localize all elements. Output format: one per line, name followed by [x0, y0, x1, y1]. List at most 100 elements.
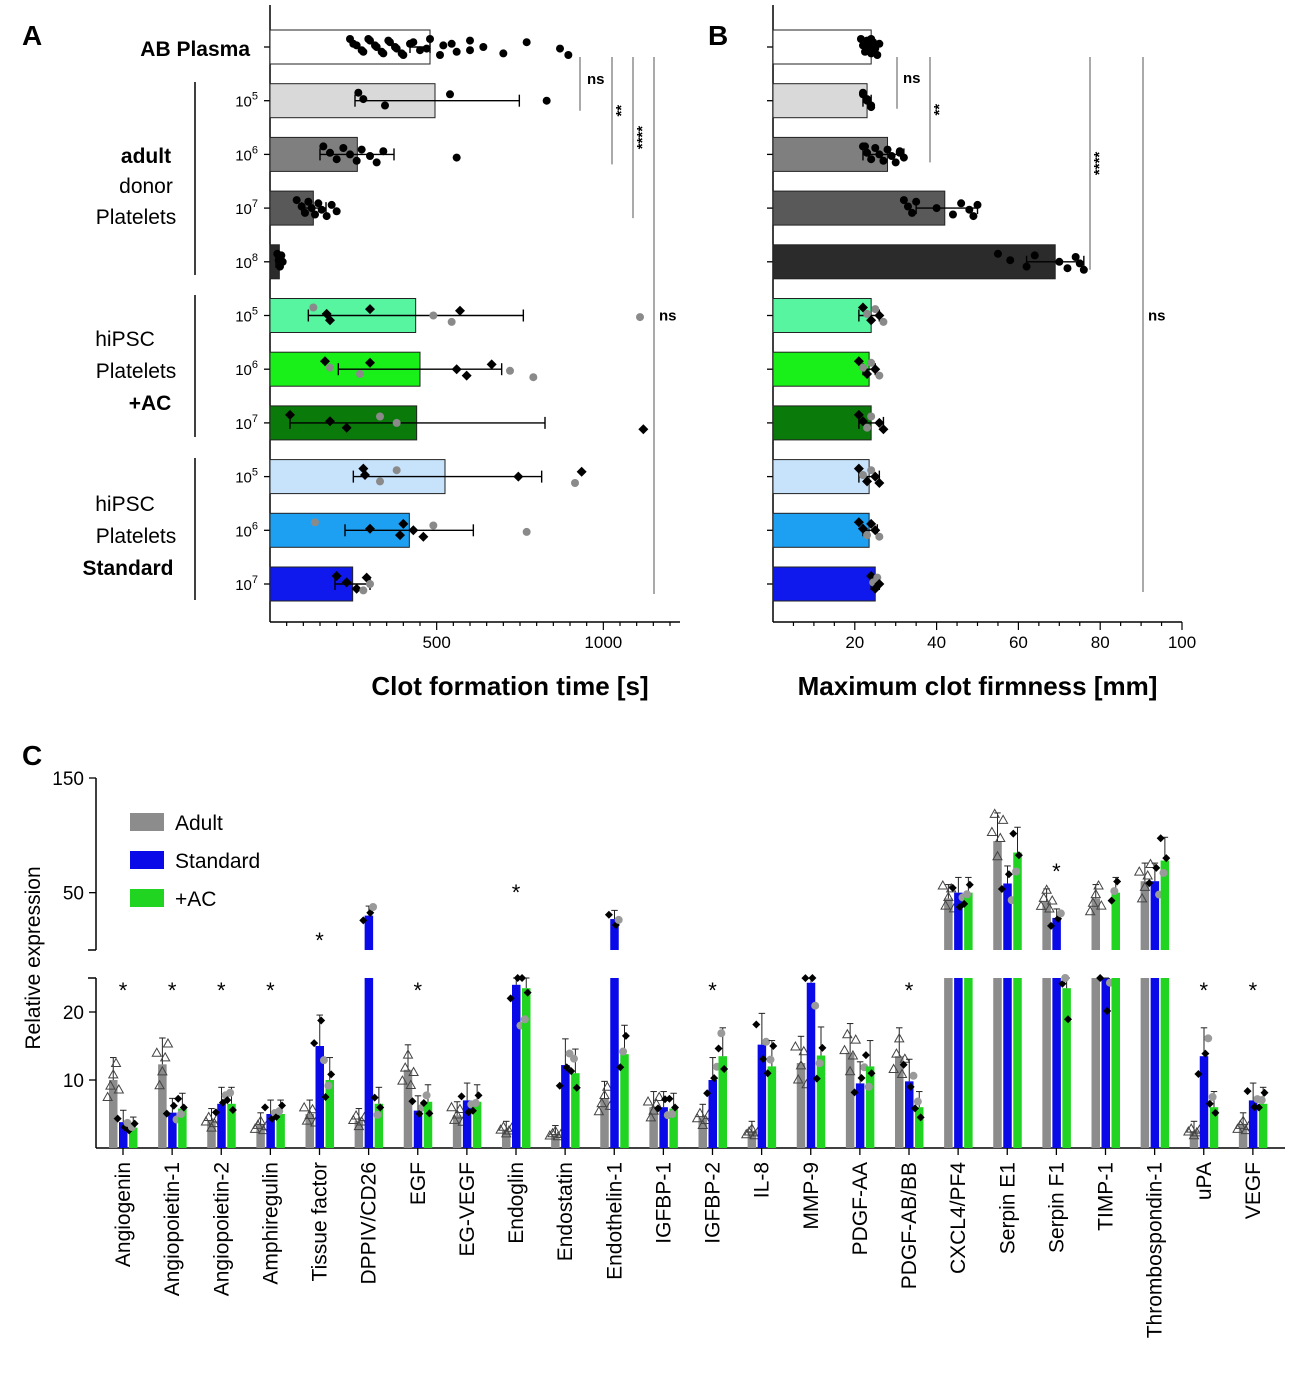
data-point	[278, 1101, 287, 1110]
bar	[1013, 852, 1022, 950]
data-point	[899, 1060, 908, 1069]
data-point	[697, 1119, 709, 1130]
data-point	[466, 46, 474, 55]
data-point	[909, 1071, 918, 1080]
data-point	[346, 150, 354, 159]
data-point	[759, 1054, 768, 1063]
data-point	[376, 1103, 385, 1112]
data-point	[619, 1047, 628, 1056]
data-point	[384, 36, 393, 45]
panel-label-b: B	[708, 20, 728, 51]
bar	[227, 1103, 236, 1148]
significance-star: *	[119, 978, 128, 1003]
bar	[806, 982, 816, 1148]
data-point	[746, 1123, 758, 1133]
data-point	[110, 1057, 122, 1067]
data-point	[960, 899, 969, 908]
data-point	[798, 1045, 810, 1056]
data-point	[351, 583, 362, 594]
bar	[1248, 1100, 1258, 1148]
data-point	[398, 518, 409, 529]
data-point	[408, 525, 419, 536]
y-tick-label: 107	[235, 198, 258, 218]
data-point	[419, 1099, 428, 1108]
bar	[266, 1114, 275, 1148]
data-point	[710, 1074, 719, 1083]
data-point	[341, 577, 352, 588]
bar	[649, 1107, 658, 1148]
data-point	[973, 200, 982, 209]
bar	[954, 978, 963, 1148]
significance-star: *	[315, 928, 324, 953]
data-point	[408, 1066, 419, 1076]
bar	[1150, 881, 1160, 950]
bar	[610, 919, 619, 950]
data-point	[275, 1107, 284, 1116]
data-point	[326, 148, 334, 157]
data-point	[371, 41, 379, 50]
data-point	[506, 994, 515, 1003]
data-point	[102, 1091, 114, 1101]
data-point	[339, 144, 348, 152]
data-point	[653, 1091, 665, 1101]
data-point	[179, 1103, 188, 1112]
data-point	[1103, 1007, 1112, 1016]
data-point	[377, 47, 386, 56]
data-point	[895, 148, 904, 157]
data-point	[858, 471, 867, 479]
data-point	[1093, 879, 1104, 890]
bar	[217, 1103, 226, 1148]
data-point	[446, 1101, 457, 1112]
bar	[816, 1055, 826, 1148]
data-point	[415, 1109, 424, 1118]
data-point	[965, 880, 974, 889]
data-point	[857, 1074, 866, 1083]
data-point	[451, 1108, 463, 1119]
data-point	[277, 251, 286, 260]
data-point	[359, 916, 368, 925]
data-point	[292, 196, 301, 205]
bar	[109, 1080, 118, 1148]
data-point	[350, 1109, 362, 1120]
bar	[772, 29, 872, 65]
data-point	[874, 579, 885, 589]
data-point	[307, 204, 316, 213]
data-point	[943, 891, 954, 901]
y-tick-label: 105	[235, 306, 258, 326]
data-point	[875, 532, 884, 541]
data-point	[858, 90, 867, 99]
data-point	[381, 101, 389, 110]
data-point	[879, 317, 888, 326]
significance-label: ns	[587, 71, 605, 88]
data-point	[1136, 892, 1148, 903]
data-point	[864, 1082, 873, 1091]
data-point	[792, 1074, 804, 1084]
bar	[610, 978, 619, 1148]
data-point	[1090, 888, 1102, 899]
data-point	[426, 35, 434, 43]
x-tick-label: 1000	[584, 633, 622, 652]
data-point	[379, 147, 388, 156]
data-point	[359, 586, 368, 595]
data-point	[495, 1124, 507, 1134]
legend-swatch	[130, 851, 164, 869]
bar	[158, 1064, 167, 1148]
data-point	[1055, 257, 1064, 266]
data-point	[518, 974, 527, 982]
y-tick-label: 50	[63, 884, 84, 905]
data-point	[325, 416, 335, 427]
data-point	[1142, 869, 1154, 880]
data-point	[867, 412, 876, 421]
y-axis-title: Relative expression	[22, 866, 45, 1049]
data-point	[356, 1116, 368, 1126]
x-tick-label: Endoglin	[505, 1162, 528, 1244]
bar	[1189, 1131, 1199, 1148]
data-point	[638, 424, 649, 435]
data-point	[1162, 854, 1171, 863]
data-point	[162, 1109, 171, 1118]
x-tick-label: IGFBP-1	[652, 1162, 675, 1244]
y-tick-label: 106	[235, 144, 258, 164]
data-point	[332, 155, 341, 164]
bar	[325, 1080, 334, 1148]
